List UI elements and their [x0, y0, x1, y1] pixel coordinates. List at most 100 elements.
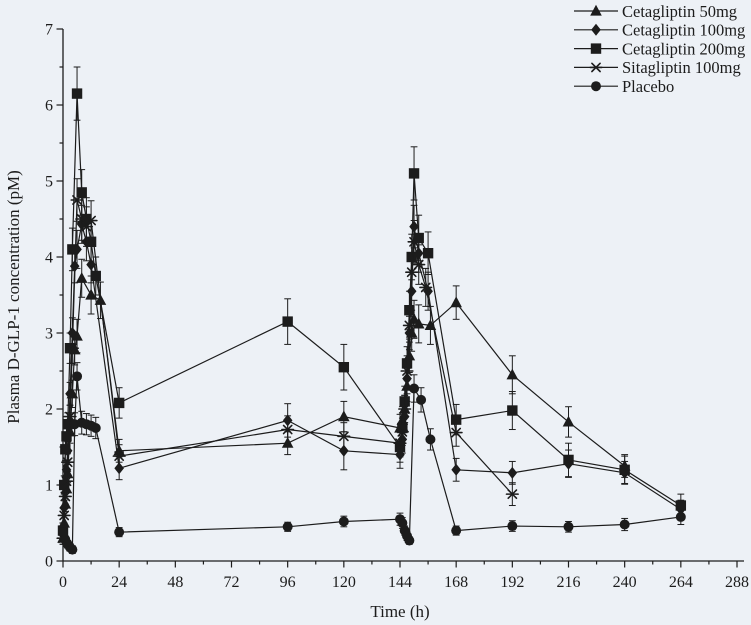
asterisk-arm — [81, 221, 92, 232]
circle-marker — [451, 525, 462, 536]
triangle-marker — [71, 329, 83, 341]
triangle-marker — [338, 410, 350, 422]
asterisk-marker — [412, 259, 426, 270]
circle-marker — [507, 521, 518, 532]
diamond-marker — [423, 285, 433, 298]
asterisk-arm — [67, 343, 78, 354]
triangle-marker — [590, 4, 602, 16]
square-marker — [563, 454, 574, 466]
asterisk-marker — [395, 426, 409, 437]
circle-marker — [90, 423, 101, 433]
legend-item-cetagliptin-50mg: Cetagliptin 50mg — [574, 2, 737, 21]
circle-marker — [591, 81, 601, 92]
legend-label: Cetagliptin 100mg — [622, 21, 745, 40]
y-tick-label: 4 — [45, 250, 53, 267]
x-tick-label: 264 — [669, 574, 693, 591]
legend-item-sitagliptin-100mg: Sitagliptin 100mg — [574, 58, 741, 77]
y-tick-label: 6 — [45, 98, 53, 115]
x-tick-label: 168 — [444, 574, 468, 591]
y-axis-title: Plasma D-GLP-1 concentration (pM) — [4, 170, 23, 424]
x-tick-label: 24 — [111, 574, 127, 591]
circle-marker — [338, 516, 349, 527]
series-placebo — [58, 362, 686, 555]
x-tick-label: 288 — [725, 574, 749, 591]
asterisk-marker — [61, 457, 75, 468]
x-tick-label: 240 — [613, 574, 637, 591]
square-marker — [422, 248, 434, 259]
diamond-marker — [591, 23, 601, 36]
asterisk-arm — [65, 411, 75, 422]
asterisk-arm — [114, 451, 125, 462]
circle-marker — [404, 535, 415, 546]
square-marker — [67, 244, 78, 255]
legend-label: Cetagliptin 200mg — [622, 39, 745, 58]
legend-label: Placebo — [622, 77, 674, 96]
asterisk-marker — [589, 62, 603, 73]
diamond-marker — [65, 387, 75, 400]
y-tick-label: 3 — [45, 326, 53, 343]
x-tick-label: 192 — [500, 574, 524, 591]
asterisk-marker — [58, 491, 72, 502]
asterisk-marker — [79, 221, 94, 232]
x-tick-label: 48 — [167, 574, 183, 591]
diamond-marker — [339, 444, 349, 457]
y-tick-label: 1 — [45, 478, 53, 495]
triangle-marker — [75, 272, 88, 283]
x-tick-label: 120 — [332, 574, 356, 591]
asterisk-arm — [395, 438, 405, 449]
square-marker — [590, 43, 602, 54]
asterisk-marker — [65, 343, 79, 354]
circle-marker — [282, 521, 293, 532]
asterisk-marker — [84, 215, 98, 226]
legend-item-cetagliptin-200mg: Cetagliptin 200mg — [574, 39, 745, 58]
asterisk-arm — [76, 214, 87, 224]
diamond-marker — [61, 463, 72, 476]
square-marker — [58, 479, 70, 491]
series-line — [62, 93, 682, 531]
circle-marker — [425, 434, 436, 445]
circle-marker — [416, 394, 427, 405]
asterisk-arm — [282, 424, 293, 435]
asterisk-arm — [62, 457, 73, 468]
diamond-marker — [451, 463, 461, 476]
axes: 0 24 48 72 96 120 144 168 192 216 240 264 288 0 1 2 3 4 5 6… — [45, 22, 749, 591]
square-marker — [675, 500, 687, 511]
asterisk-marker — [337, 431, 351, 442]
series-markers — [57, 88, 687, 536]
asterisk-arm — [86, 215, 96, 226]
asterisk-marker — [419, 282, 433, 293]
asterisk-marker — [400, 366, 414, 376]
legend-label: Cetagliptin 50mg — [622, 2, 737, 21]
x-tick-label: 0 — [59, 574, 67, 591]
triangle-marker — [85, 288, 97, 300]
square-marker — [62, 419, 73, 430]
legend-label: Sitagliptin 100mg — [622, 58, 741, 77]
asterisk-arm — [59, 510, 70, 521]
asterisk-marker — [63, 411, 77, 422]
asterisk-arm — [507, 489, 518, 500]
x-tick-label: 144 — [388, 574, 412, 591]
asterisk-marker — [112, 451, 126, 462]
square-marker — [113, 397, 125, 409]
square-marker — [61, 431, 72, 442]
circle-marker — [563, 521, 574, 532]
asterisk-arm — [409, 236, 419, 247]
series-line — [62, 199, 513, 539]
asterisk-arm — [413, 259, 424, 270]
square-marker — [76, 187, 87, 198]
asterisk-arm — [60, 491, 71, 502]
square-marker — [71, 88, 83, 99]
triangle-marker — [450, 296, 462, 308]
square-marker — [90, 270, 101, 282]
series-markers — [58, 371, 686, 555]
asterisk-marker — [57, 510, 71, 521]
y-tick-label: 7 — [45, 22, 53, 39]
y-tick-label: 5 — [45, 174, 53, 191]
asterisk-arm — [338, 431, 349, 442]
asterisk-marker — [281, 424, 295, 435]
asterisk-arm — [61, 476, 72, 487]
error-bars — [59, 258, 629, 545]
diamond-marker — [114, 462, 124, 475]
